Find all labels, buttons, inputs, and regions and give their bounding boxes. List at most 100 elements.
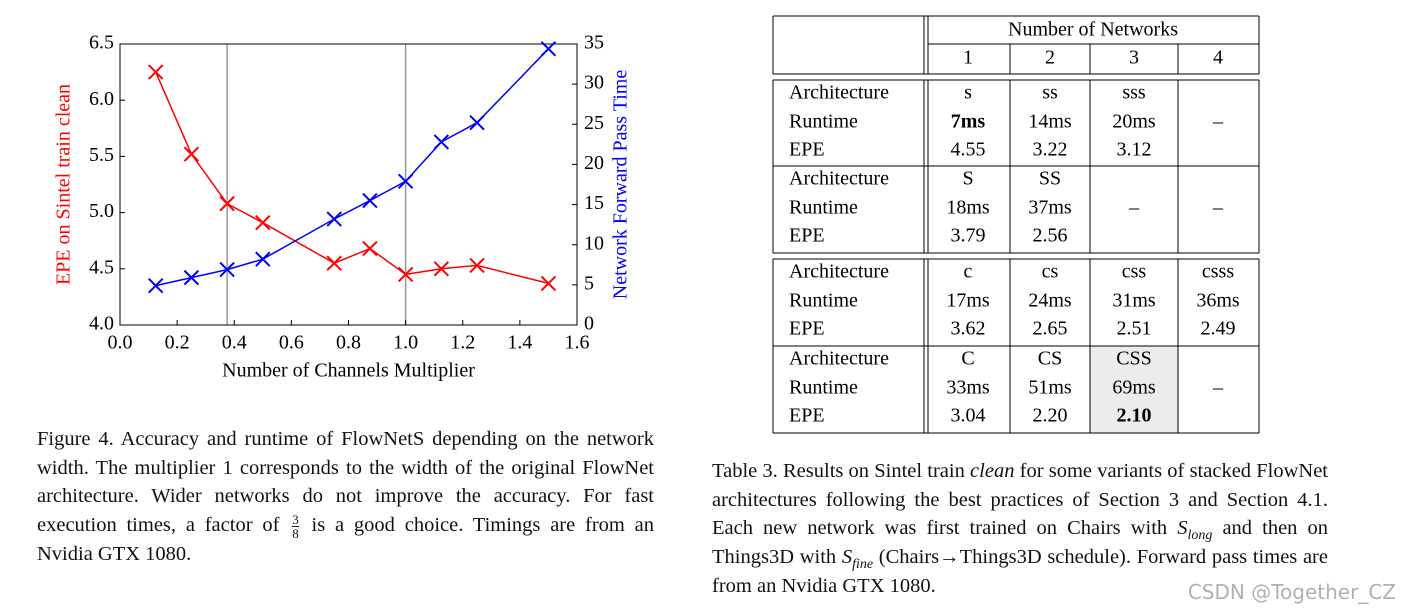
table-cell: csss bbox=[1202, 261, 1234, 283]
column-header: 1 bbox=[963, 47, 973, 69]
table-cell: 18ms bbox=[946, 197, 990, 219]
row-label: EPE bbox=[789, 405, 825, 427]
table-cell: 2.56 bbox=[1033, 225, 1068, 247]
table-cell: S bbox=[962, 168, 973, 190]
table-cell: 31ms bbox=[1112, 290, 1156, 312]
caption-text: S bbox=[841, 546, 853, 569]
y2-tick-label: 10 bbox=[584, 232, 604, 254]
row-label: EPE bbox=[789, 139, 825, 161]
marker bbox=[147, 64, 164, 80]
figure-caption: Figure 4. Accuracy and runtime of FlowNe… bbox=[37, 425, 654, 569]
marker bbox=[433, 134, 450, 150]
caption-text: Figure 4. Accuracy and runtime of FlowNe… bbox=[37, 428, 654, 537]
caption-text: long bbox=[1187, 528, 1213, 544]
table-cell: 3.62 bbox=[951, 318, 986, 340]
table-cell: 36ms bbox=[1196, 290, 1240, 312]
marker bbox=[219, 195, 235, 212]
table-cell: 17ms bbox=[946, 290, 990, 312]
y-tick-label: 5.5 bbox=[89, 144, 114, 166]
marker bbox=[362, 240, 378, 257]
caption-text: is a good choice. Timings are from an Nv… bbox=[37, 514, 655, 565]
x-axis-label: Number of Channels Multiplier bbox=[222, 360, 475, 382]
y2-tick-label: 0 bbox=[584, 313, 594, 335]
numerator: 3 bbox=[292, 511, 299, 527]
table-cell: s bbox=[964, 82, 972, 104]
y2-tick-label: 30 bbox=[584, 72, 604, 94]
y-tick-label: 6.0 bbox=[89, 88, 114, 110]
y2-tick-label: 5 bbox=[584, 272, 594, 294]
caption-text: for some variants of stacked FlowNet arc… bbox=[712, 460, 1328, 540]
marker bbox=[469, 257, 485, 274]
row-label: Architecture bbox=[789, 261, 889, 283]
marker bbox=[397, 266, 414, 283]
x-tick-label: 0.4 bbox=[222, 332, 247, 354]
marker bbox=[540, 275, 557, 292]
marker bbox=[469, 114, 485, 131]
table-cell: 2.51 bbox=[1117, 318, 1152, 340]
x-tick-label: 0.8 bbox=[336, 332, 361, 354]
table-cell: c bbox=[964, 261, 973, 283]
column-header: 3 bbox=[1129, 47, 1139, 69]
table-cell: 24ms bbox=[1028, 290, 1072, 312]
marker bbox=[540, 41, 557, 57]
table-caption: Table 3. Results on Sintel train clean f… bbox=[712, 457, 1328, 601]
table-cell: 3.22 bbox=[1033, 139, 1068, 161]
x-tick-label: 0.0 bbox=[108, 332, 133, 354]
marker bbox=[183, 269, 200, 286]
table-cell: 3.04 bbox=[951, 405, 986, 427]
series-line bbox=[155, 48, 549, 287]
marker bbox=[326, 211, 342, 227]
y-axis-label: EPE on Sintel train clean bbox=[53, 84, 75, 285]
caption-text: Table 3. Results on Sintel train bbox=[712, 460, 971, 482]
table-cell: cs bbox=[1042, 261, 1059, 283]
x-tick-label: 0.6 bbox=[279, 332, 304, 354]
y-tick-label: 4.0 bbox=[89, 313, 114, 335]
table-cell: 2.49 bbox=[1201, 318, 1236, 340]
row-label: Runtime bbox=[789, 111, 858, 133]
table-cell: css bbox=[1122, 261, 1147, 283]
y2-tick-label: 25 bbox=[584, 112, 604, 134]
series-line bbox=[155, 71, 549, 285]
x-tick-label: 1.2 bbox=[450, 332, 475, 354]
table-cell: 2.10 bbox=[1117, 405, 1152, 427]
table-cell: – bbox=[1212, 197, 1224, 219]
row-label: Runtime bbox=[789, 377, 858, 399]
row-label: Architecture bbox=[789, 348, 889, 370]
table-header: Number of Networks bbox=[1008, 19, 1178, 41]
denominator: 8 bbox=[292, 525, 299, 541]
row-label: Architecture bbox=[789, 168, 889, 190]
caption-text: clean bbox=[970, 460, 1015, 482]
table-cell: 33ms bbox=[946, 377, 990, 399]
table-cell: sss bbox=[1122, 82, 1146, 104]
table-cell: SS bbox=[1039, 168, 1061, 190]
table-cell: CSS bbox=[1116, 348, 1152, 370]
y-tick-label: 6.5 bbox=[89, 32, 114, 54]
table-cell: 69ms bbox=[1112, 377, 1156, 399]
plot-frame bbox=[119, 43, 578, 326]
table-cell: 3.79 bbox=[951, 225, 986, 247]
x-tick-label: 0.2 bbox=[165, 332, 190, 354]
table-cell: 37ms bbox=[1028, 197, 1072, 219]
table-cell: C bbox=[961, 348, 974, 370]
y2-axis-label: Network Forward Pass Time bbox=[610, 70, 632, 300]
marker bbox=[433, 261, 450, 277]
row-label: Runtime bbox=[789, 290, 858, 312]
table-cell: – bbox=[1128, 197, 1140, 219]
marker bbox=[326, 255, 342, 271]
caption-text: and then on Things3D with bbox=[712, 517, 1328, 569]
y2-tick-label: 15 bbox=[584, 192, 604, 214]
row-label: EPE bbox=[789, 318, 825, 340]
table-cell: 51ms bbox=[1028, 377, 1072, 399]
watermark: CSDN @Together_CZ bbox=[1187, 580, 1396, 604]
table-cell: 2.20 bbox=[1033, 405, 1068, 427]
table-cell: – bbox=[1212, 111, 1224, 133]
y-tick-label: 4.5 bbox=[89, 256, 114, 278]
x-tick-label: 1.6 bbox=[565, 332, 590, 354]
marker bbox=[219, 261, 235, 278]
y2-tick-label: 35 bbox=[584, 32, 604, 54]
marker bbox=[147, 277, 164, 294]
table-cell: ss bbox=[1042, 82, 1058, 104]
table-cell: 7ms bbox=[951, 111, 986, 133]
